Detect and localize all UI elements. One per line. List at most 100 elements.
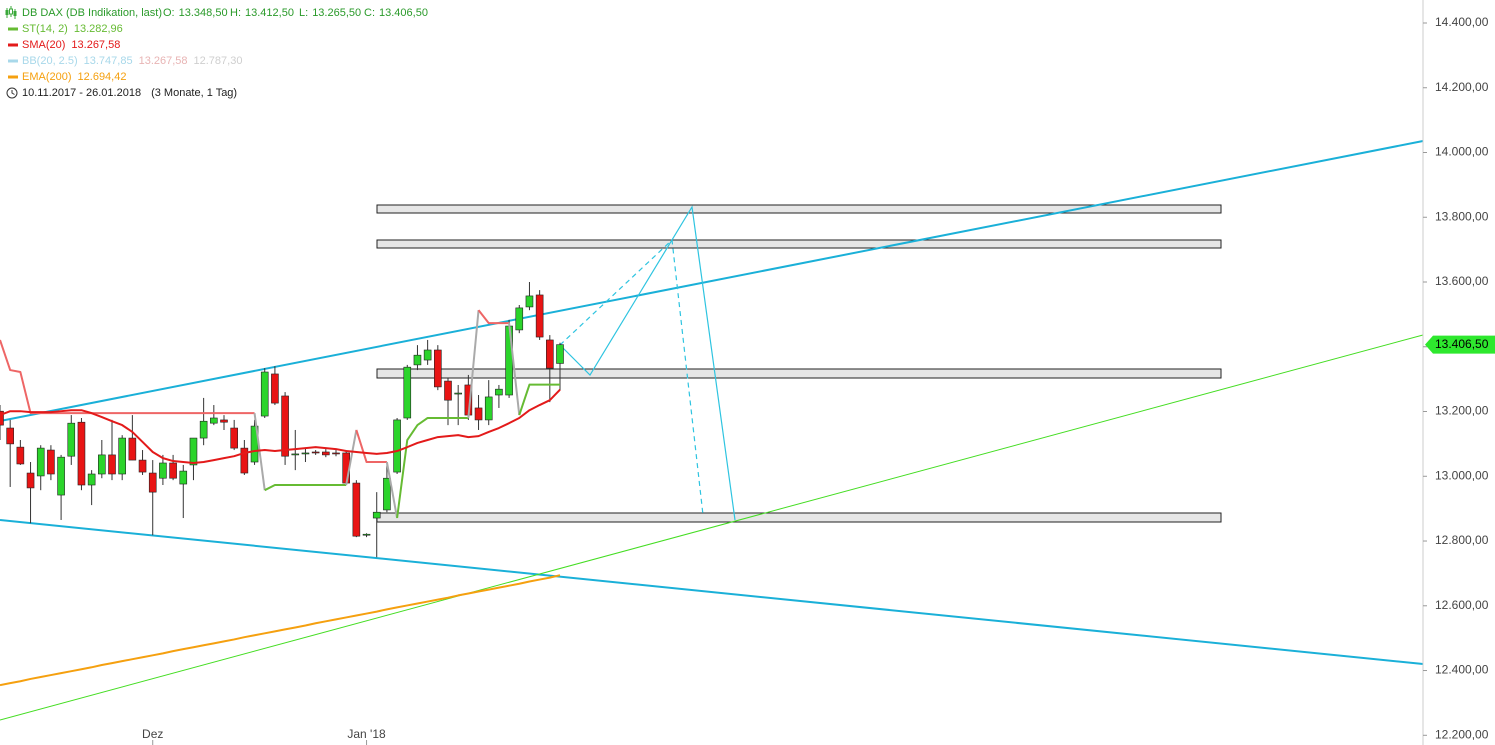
- y-tick-label: 14.400,00: [1435, 15, 1489, 29]
- legend-swatch: [8, 27, 18, 31]
- candle-body: [189, 437, 198, 466]
- candle-body: [495, 388, 503, 396]
- candle-body: [352, 482, 361, 537]
- candle-body: [556, 344, 564, 364]
- zone-box: [376, 204, 1222, 214]
- candle-body: [87, 473, 96, 486]
- ohlc-key: H:: [230, 7, 241, 19]
- candle-body: [474, 407, 483, 421]
- candle-body: [484, 396, 493, 421]
- ohlc-low: L: 13.265,50: [299, 7, 361, 19]
- legend-name: BB(20, 2.5): [22, 55, 78, 67]
- ohlc-value: 13.412,50: [245, 7, 294, 19]
- candle-body: [77, 421, 86, 486]
- candle-body: [535, 294, 544, 338]
- candle-body: [128, 437, 137, 461]
- candle-body: [179, 470, 188, 485]
- candle-body: [301, 452, 310, 455]
- legend-entry: ST(14, 2) 13.282,96: [22, 23, 123, 35]
- candle-body: [393, 419, 401, 473]
- candle-body: [220, 419, 228, 423]
- legend-items: ST(14, 2) 13.282,96 SMA(20) 13.267,58 BB(20,…: [8, 23, 242, 83]
- stop-line: [477, 309, 510, 325]
- y-tick-label: 13.200,00: [1435, 404, 1489, 418]
- candle-body: [444, 380, 452, 401]
- candle-body: [423, 349, 432, 361]
- legend-value: 13.267,58: [71, 39, 120, 51]
- legend-name: EMA(200): [22, 71, 72, 83]
- stop-transition: [253, 413, 266, 491]
- legend-value: 13.747,85: [84, 55, 133, 67]
- y-tick-label: 12.200,00: [1435, 727, 1489, 741]
- candle-body: [108, 454, 116, 475]
- stop-transition: [345, 429, 358, 486]
- y-tick-label: 12.400,00: [1435, 663, 1489, 677]
- candle-body: [546, 339, 554, 369]
- candle-body: [454, 392, 462, 395]
- axis: 12.200,00 12.400,00 12.600,00 12.800,00 13.0…: [142, 15, 1495, 745]
- candle-body: [16, 446, 25, 465]
- candle-body: [199, 420, 208, 439]
- legend-entry: SMA(20) 13.267,58: [22, 39, 120, 51]
- stop-transition: [385, 461, 399, 519]
- candle-body: [240, 447, 249, 474]
- ohlc-key: C:: [364, 7, 375, 19]
- candle-body: [362, 533, 371, 536]
- ohlc-value: 13.265,50: [312, 7, 361, 19]
- candle-body: [210, 417, 218, 424]
- candle-body: [260, 371, 269, 417]
- ohlc-high: H: 13.412,50: [230, 7, 294, 19]
- candle-body: [271, 373, 279, 404]
- y-tick-label: 12.800,00: [1435, 533, 1489, 547]
- stop-transition: [467, 310, 480, 419]
- stop-line: [396, 416, 469, 519]
- clock-icon: [6, 87, 18, 99]
- indicator-line: [0, 574, 561, 687]
- chart-title: DB DAX (DB Indikation, last): [22, 7, 162, 19]
- chart-icon: [5, 6, 17, 19]
- y-tick-label: 14.000,00: [1435, 145, 1489, 159]
- zone-box: [376, 368, 1222, 379]
- date-range-text: 10.11.2017 - 26.01.2018: [22, 87, 141, 99]
- candle-body: [67, 422, 76, 457]
- candle-body: [403, 366, 412, 419]
- candle-body: [57, 456, 65, 496]
- candle-body: [118, 437, 126, 475]
- candle-body: [322, 451, 330, 456]
- candle-body: [413, 354, 422, 366]
- candle-body: [138, 459, 147, 473]
- legend-name: ST(14, 2): [22, 23, 68, 35]
- stop-transition: [508, 323, 521, 416]
- ohlc-close: C: 13.406,50: [364, 7, 428, 19]
- ohlc-open: O: 13.348,50: [163, 7, 228, 19]
- candle-body: [159, 462, 167, 479]
- projection-alt: [559, 238, 704, 516]
- trend-line: [0, 519, 1424, 665]
- ohlc-key: O:: [163, 7, 175, 19]
- x-tick-label: Dez: [142, 727, 163, 741]
- zone-box: [376, 239, 1222, 249]
- candle-body: [36, 447, 45, 477]
- x-tick-label: Jan '18: [347, 727, 386, 741]
- zone-box: [376, 512, 1222, 523]
- price-tag: [1425, 335, 1495, 354]
- legend-entry: EMA(200) 12.694,42: [22, 71, 126, 83]
- candle-body: [515, 307, 524, 331]
- candle-body: [311, 451, 320, 454]
- y-tick-label: 13.000,00: [1435, 468, 1489, 482]
- price-tag-label: 13.406,50: [1435, 337, 1489, 351]
- indicator-line: [0, 388, 561, 464]
- candle-body: [26, 472, 35, 489]
- legend: DB DAX (DB Indikation, last) O: 13.348,50…: [5, 6, 428, 99]
- legend-value: 13.282,96: [74, 23, 123, 35]
- stop-line: [518, 383, 560, 416]
- ohlc-value: 13.406,50: [379, 7, 428, 19]
- ohlc-value: 13.348,50: [179, 7, 228, 19]
- stop-line: [264, 484, 347, 492]
- legend-value: 12.694,42: [78, 71, 127, 83]
- projection: [559, 205, 736, 521]
- y-tick-label: 13.600,00: [1435, 274, 1489, 288]
- candle-body: [291, 453, 300, 456]
- candle-body: [434, 349, 442, 388]
